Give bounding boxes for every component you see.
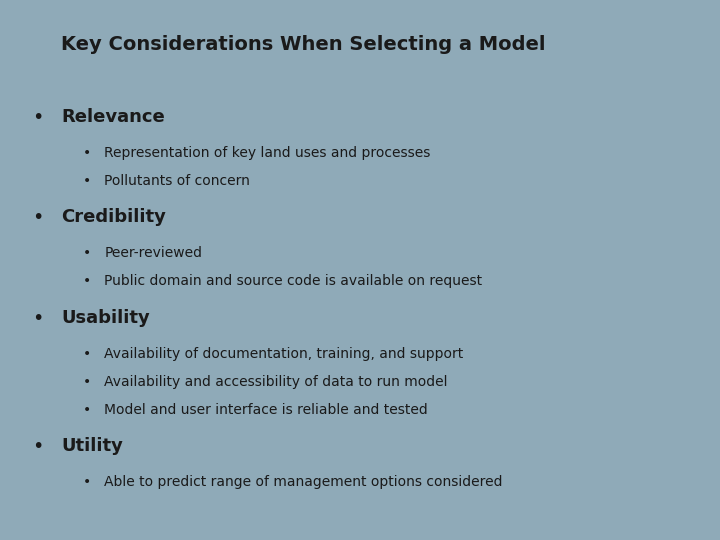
Text: •: • bbox=[83, 246, 91, 260]
Text: •: • bbox=[83, 274, 91, 288]
Text: Model and user interface is reliable and tested: Model and user interface is reliable and… bbox=[104, 403, 428, 417]
Text: •: • bbox=[32, 309, 44, 328]
Text: Relevance: Relevance bbox=[61, 108, 165, 126]
Text: Credibility: Credibility bbox=[61, 208, 166, 226]
Text: Utility: Utility bbox=[61, 437, 123, 455]
Text: Representation of key land uses and processes: Representation of key land uses and proc… bbox=[104, 146, 431, 160]
Text: •: • bbox=[83, 347, 91, 361]
Text: Pollutants of concern: Pollutants of concern bbox=[104, 174, 251, 188]
Text: Availability of documentation, training, and support: Availability of documentation, training,… bbox=[104, 347, 464, 361]
Text: Public domain and source code is available on request: Public domain and source code is availab… bbox=[104, 274, 482, 288]
Text: Peer-reviewed: Peer-reviewed bbox=[104, 246, 202, 260]
Text: Able to predict range of management options considered: Able to predict range of management opti… bbox=[104, 475, 503, 489]
Text: •: • bbox=[32, 437, 44, 456]
Text: •: • bbox=[83, 146, 91, 160]
Text: Usability: Usability bbox=[61, 309, 150, 327]
Text: Availability and accessibility of data to run model: Availability and accessibility of data t… bbox=[104, 375, 448, 389]
Text: •: • bbox=[83, 403, 91, 417]
Text: •: • bbox=[83, 475, 91, 489]
Text: •: • bbox=[32, 208, 44, 227]
Text: •: • bbox=[83, 174, 91, 188]
Text: •: • bbox=[83, 375, 91, 389]
Text: •: • bbox=[32, 108, 44, 127]
Text: Key Considerations When Selecting a Model: Key Considerations When Selecting a Mode… bbox=[61, 35, 546, 54]
